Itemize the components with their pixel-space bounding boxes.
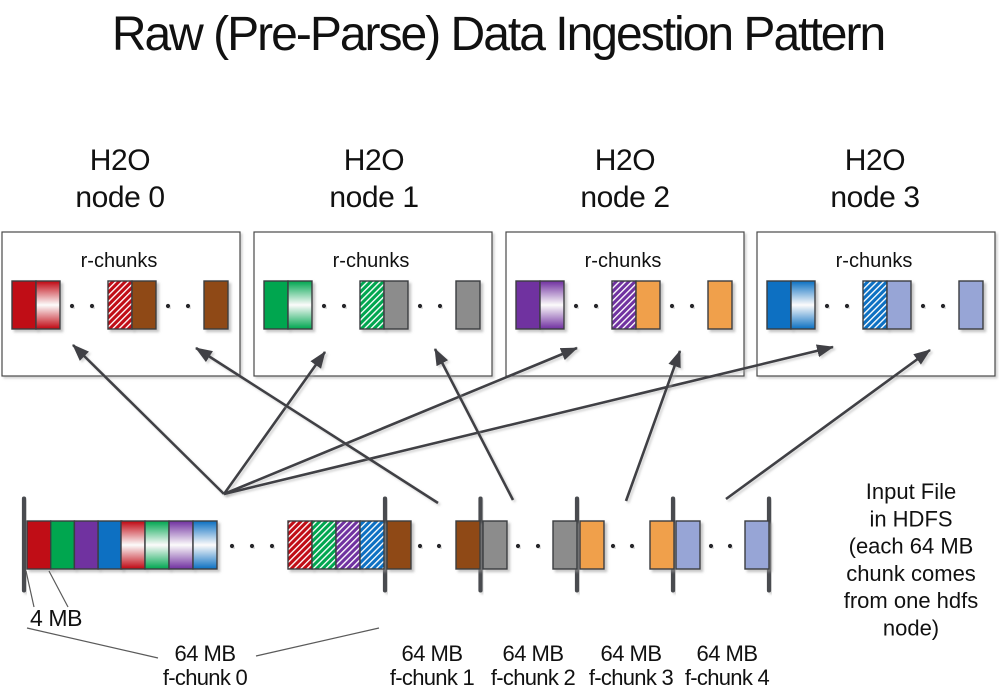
svg-text:f-chunk 4: f-chunk 4 — [685, 665, 770, 690]
svg-text:r-chunks: r-chunks — [81, 250, 158, 272]
svg-text:in HDFS: in HDFS — [869, 506, 952, 531]
svg-text:node 2: node 2 — [580, 181, 669, 214]
svg-text:64 MB: 64 MB — [401, 641, 462, 666]
svg-text:H2O: H2O — [595, 144, 656, 177]
svg-text:f-chunk 0: f-chunk 0 — [163, 665, 248, 690]
svg-text:f-chunk 1: f-chunk 1 — [390, 665, 475, 690]
svg-text:Raw (Pre-Parse) Data Ingestion: Raw (Pre-Parse) Data Ingestion Pattern — [112, 8, 884, 61]
svg-text:r-chunks: r-chunks — [836, 250, 913, 272]
svg-text:4 MB: 4 MB — [30, 605, 82, 631]
svg-text:H2O: H2O — [845, 144, 906, 177]
svg-text:r-chunks: r-chunks — [333, 250, 410, 272]
svg-text:H2O: H2O — [344, 144, 405, 177]
svg-text:from one hdfs: from one hdfs — [844, 588, 979, 613]
svg-text:64 MB: 64 MB — [600, 641, 661, 666]
svg-text:node 3: node 3 — [830, 181, 919, 214]
svg-text:(each 64 MB: (each 64 MB — [849, 534, 974, 559]
svg-text:H2O: H2O — [90, 144, 151, 177]
svg-text:chunk comes: chunk comes — [846, 561, 976, 586]
svg-text:64 MB: 64 MB — [174, 641, 235, 666]
svg-text:node 1: node 1 — [329, 181, 418, 214]
svg-text:r-chunks: r-chunks — [585, 250, 662, 272]
svg-text:f-chunk 3: f-chunk 3 — [589, 665, 674, 690]
svg-text:f-chunk 2: f-chunk 2 — [491, 665, 576, 690]
svg-text:64 MB: 64 MB — [696, 641, 757, 666]
svg-text:Input File: Input File — [866, 479, 957, 504]
svg-text:node): node) — [883, 616, 939, 641]
svg-text:64 MB: 64 MB — [502, 641, 563, 666]
svg-text:node 0: node 0 — [75, 181, 164, 214]
